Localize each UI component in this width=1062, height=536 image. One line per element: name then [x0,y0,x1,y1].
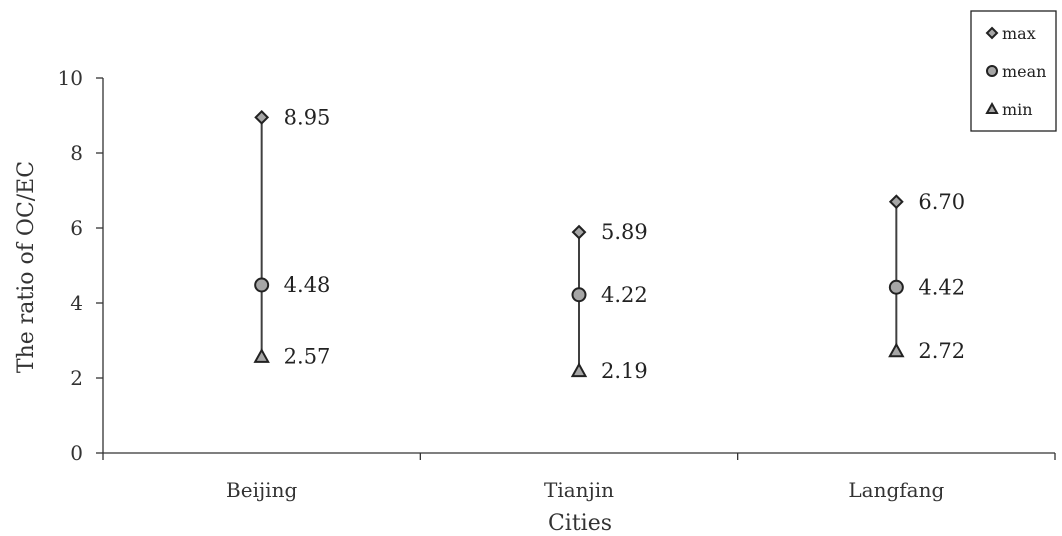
min-marker [253,348,270,363]
max-data-label: 5.89 [601,220,648,244]
max-data-label: 8.95 [284,105,331,129]
x-axis-title: Cities [548,511,612,536]
data-labels: 8.95 5.89 6.70 4.48 4.22 4.42 2.57 2.19 2.72 [284,105,965,383]
mean-data-label: 4.22 [601,283,648,307]
legend-mean-icon [986,65,998,77]
y-tick-label: 10 [58,66,83,90]
max-marker [254,109,270,125]
y-tick-label: 4 [70,291,83,315]
x-tick-label: Tianjin [544,478,614,502]
legend-max-icon [985,26,999,40]
x-tick-label: Beijing [226,478,297,502]
min-marker [888,342,905,358]
legend: max mean min [970,10,1057,132]
max-data-label: 6.70 [918,190,965,214]
max-marker [571,224,587,240]
y-tick-label: 6 [70,216,83,240]
min-marker [570,362,588,378]
mean-marker [571,287,587,303]
mean-data-label: 4.42 [918,275,965,299]
mean-marker [888,279,904,295]
data-marks [253,109,905,378]
y-axis-title: The ratio of OC/EC [14,161,39,373]
min-data-label: 2.57 [284,345,331,369]
mean-marker [254,277,270,293]
legend-box [970,10,1057,132]
legend-min-label: min [1002,100,1033,119]
min-data-label: 2.19 [601,359,648,383]
x-tick-label: Langfang [848,478,944,502]
axes: 0 2 4 6 8 10 Beijing Tianjin Langfang [58,66,1056,502]
max-marker [888,194,904,210]
min-data-label: 2.72 [918,339,965,363]
range-lines [260,117,898,371]
y-tick-label: 0 [70,441,83,465]
y-tick-label: 8 [70,141,83,165]
y-tick-label: 2 [70,366,83,390]
legend-mean-label: mean [1002,62,1046,81]
legend-min-icon [985,101,999,114]
mean-data-label: 4.48 [284,273,331,297]
legend-max-label: max [1002,24,1036,43]
